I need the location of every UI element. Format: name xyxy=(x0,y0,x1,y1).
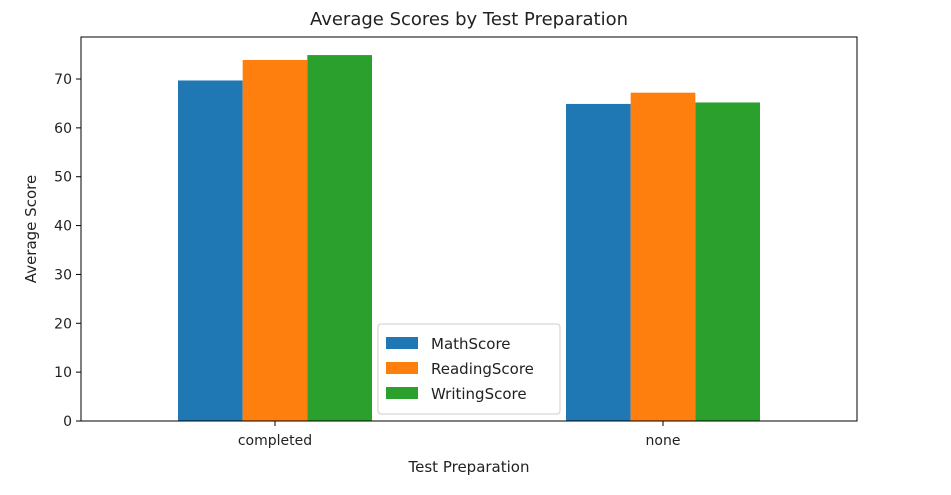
bar-writingscore-none xyxy=(695,102,760,421)
y-tick-label-20: 20 xyxy=(54,316,72,332)
plot-frame xyxy=(80,36,858,422)
legend-swatch-readingscore xyxy=(386,362,418,374)
legend-label-mathscore: MathScore xyxy=(431,335,511,353)
y-tick-label-10: 10 xyxy=(54,365,72,381)
bar-mathscore-completed xyxy=(178,80,243,421)
y-axis-label: Average Score xyxy=(22,175,40,283)
bar-readingscore-completed xyxy=(242,59,308,422)
y-tick-label-0: 0 xyxy=(63,414,72,430)
y-tick-label-70: 70 xyxy=(54,72,72,88)
y-tick-label-30: 30 xyxy=(54,267,72,283)
legend-swatch-mathscore xyxy=(386,337,418,349)
legend: MathScore ReadingScore WritingScore xyxy=(377,323,561,415)
bar-mathscore-none xyxy=(566,103,631,422)
bars-group xyxy=(178,55,760,422)
y-tick-label-60: 60 xyxy=(54,121,72,137)
chart-title: Average Scores by Test Preparation xyxy=(310,9,628,30)
y-tick-label-40: 40 xyxy=(54,219,72,235)
bar-writingscore-completed xyxy=(307,55,372,421)
bar-readingscore-none xyxy=(630,92,696,421)
x-tick-label-none: none xyxy=(646,433,681,449)
y-axis: 0 10 20 30 40 50 60 70 xyxy=(54,72,81,430)
legend-frame xyxy=(377,323,561,415)
x-axis: completed none xyxy=(238,421,681,449)
legend-label-writingscore: WritingScore xyxy=(431,385,527,403)
x-axis-label: Test Preparation xyxy=(408,458,530,476)
x-tick-label-completed: completed xyxy=(238,433,312,449)
legend-label-readingscore: ReadingScore xyxy=(431,360,534,378)
legend-swatch-writingscore xyxy=(386,387,418,399)
y-tick-label-50: 50 xyxy=(54,170,72,186)
